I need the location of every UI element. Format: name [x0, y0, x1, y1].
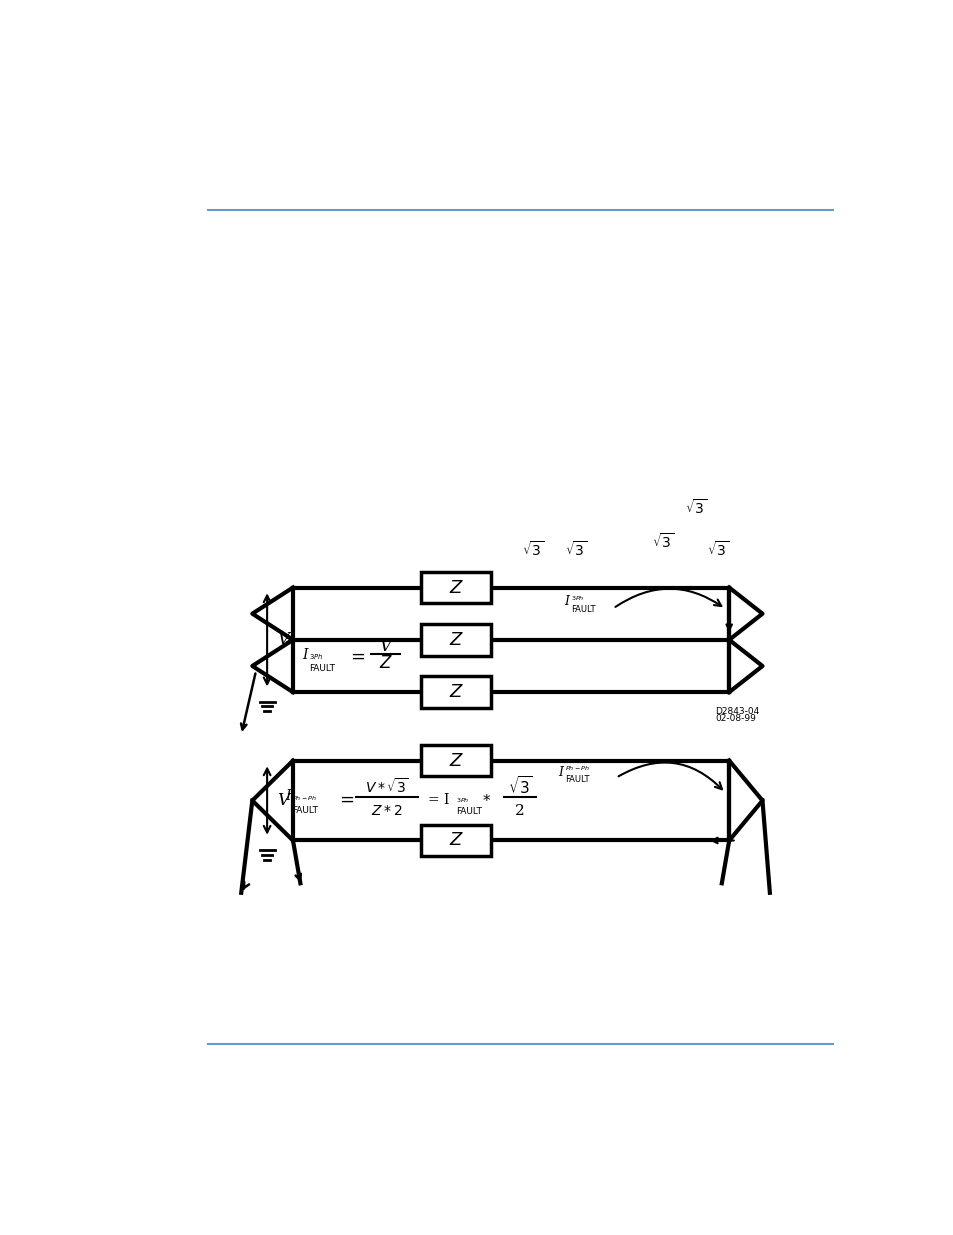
Text: FAULT: FAULT — [564, 776, 589, 784]
Text: $\sqrt{3}$: $\sqrt{3}$ — [521, 540, 544, 559]
Text: Z: Z — [449, 752, 461, 769]
Text: $\sqrt{3}$: $\sqrt{3}$ — [706, 540, 728, 559]
Bar — [420, 825, 490, 856]
Bar — [420, 624, 490, 656]
Text: I: I — [563, 595, 568, 609]
Text: V: V — [277, 631, 289, 648]
Bar — [420, 745, 490, 777]
FancyArrowPatch shape — [618, 762, 721, 789]
Text: Z: Z — [379, 655, 391, 672]
Text: 2: 2 — [515, 804, 524, 818]
Text: FAULT: FAULT — [571, 605, 595, 614]
Text: Z: Z — [449, 631, 461, 648]
Text: $\sqrt{3}$: $\sqrt{3}$ — [684, 498, 706, 517]
Text: $*$: $*$ — [481, 792, 491, 808]
Text: $\sqrt{3}$: $\sqrt{3}$ — [507, 776, 532, 798]
Text: $Z*2$: $Z*2$ — [371, 804, 402, 818]
Text: FAULT: FAULT — [292, 806, 318, 815]
Text: V: V — [379, 637, 391, 655]
Text: $^{3Ph}$: $^{3Ph}$ — [309, 655, 323, 664]
Text: 02-08-99: 02-08-99 — [715, 714, 755, 724]
Bar — [420, 572, 490, 603]
Text: Z: Z — [449, 683, 461, 701]
Bar — [420, 677, 490, 708]
Text: $^{Ph-Ph}$: $^{Ph-Ph}$ — [292, 795, 317, 805]
Text: $V*\sqrt{3}$: $V*\sqrt{3}$ — [365, 777, 409, 795]
Text: = I: = I — [428, 793, 449, 806]
Text: FAULT: FAULT — [309, 664, 335, 673]
Text: D2843-04: D2843-04 — [715, 706, 759, 715]
Text: =: = — [339, 790, 355, 809]
Text: =: = — [350, 647, 365, 666]
Text: I: I — [302, 647, 308, 662]
Text: Z: Z — [449, 831, 461, 850]
Text: I: I — [285, 789, 291, 803]
Text: $^{Ph-Ph}$: $^{Ph-Ph}$ — [564, 766, 590, 774]
Text: Z: Z — [449, 578, 461, 597]
Text: FAULT: FAULT — [456, 808, 481, 816]
Text: I: I — [558, 766, 562, 778]
FancyArrowPatch shape — [615, 589, 720, 606]
Text: V: V — [277, 792, 289, 809]
Text: $^{3Ph}$: $^{3Ph}$ — [571, 595, 584, 604]
Text: $\sqrt{3}$: $\sqrt{3}$ — [651, 532, 673, 551]
Text: $\sqrt{3}$: $\sqrt{3}$ — [564, 540, 587, 559]
Text: $^{3Ph}$: $^{3Ph}$ — [456, 798, 469, 806]
